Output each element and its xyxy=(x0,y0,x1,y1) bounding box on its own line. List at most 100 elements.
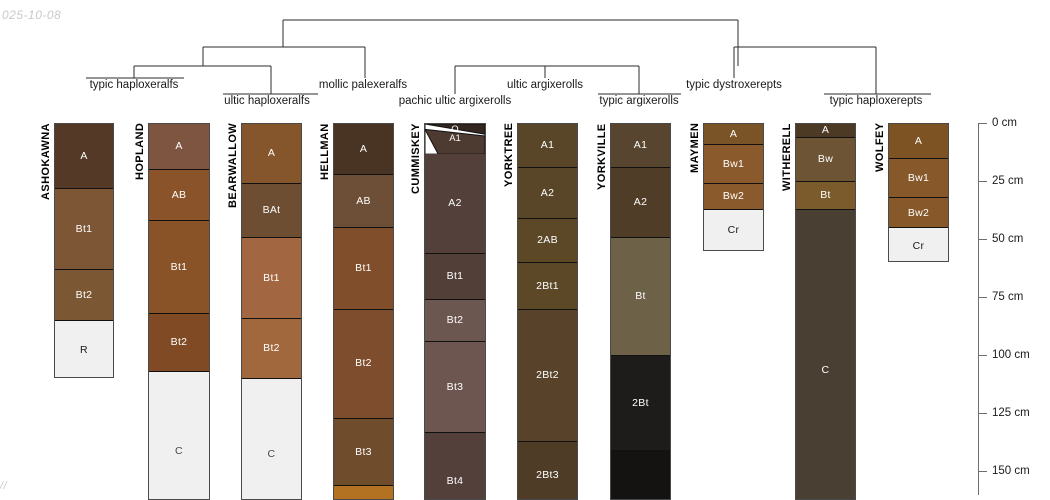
soil-horizon[interactable]: Cr xyxy=(889,228,948,262)
horizon-label: Bt1 xyxy=(75,222,93,235)
profile-name: CUMMISKEY xyxy=(410,123,422,194)
profile-name: YORKTREE xyxy=(503,123,515,188)
depth-tick xyxy=(978,471,987,472)
horizon-label: Bt2 xyxy=(75,288,93,301)
soil-horizon[interactable]: BAt xyxy=(242,184,301,238)
soil-horizon[interactable]: Bt2 xyxy=(242,318,301,380)
soil-horizon[interactable]: A xyxy=(55,124,113,189)
depth-tick xyxy=(978,239,987,240)
soil-horizon[interactable]: 2AB xyxy=(518,219,577,264)
profile-column[interactable]: A2 Bt1 Bt2 Bt3 Bt4 O A1 xyxy=(424,123,486,500)
soil-horizon[interactable]: 2BCt xyxy=(611,451,670,499)
soil-horizon[interactable]: A1 xyxy=(518,124,577,169)
profile-name: YORKVILLE xyxy=(596,123,608,190)
soil-horizon[interactable]: Bt2 xyxy=(149,314,209,373)
soil-horizon[interactable]: A xyxy=(889,124,948,159)
horizon-label: R xyxy=(80,343,88,356)
soil-horizon[interactable]: A xyxy=(149,124,209,171)
horizon-label: A xyxy=(80,149,88,162)
depth-tick-label: 100 cm xyxy=(992,349,1030,361)
soil-horizon[interactable]: A2 xyxy=(611,168,670,238)
depth-tick xyxy=(978,355,987,356)
soil-horizon[interactable]: A xyxy=(242,124,301,185)
soil-horizon[interactable]: Bt3 xyxy=(334,418,393,486)
soil-horizon[interactable]: A1 xyxy=(611,124,670,169)
soil-horizon[interactable]: A2 xyxy=(425,154,485,254)
soil-horizon[interactable]: A2 xyxy=(518,168,577,220)
horizon-label: A xyxy=(821,124,830,137)
soil-horizon[interactable]: Bw2 xyxy=(889,198,948,229)
horizon-label: Bt4 xyxy=(446,474,464,487)
horizon-label: A1 xyxy=(540,139,555,152)
horizon-label: C xyxy=(267,448,276,461)
soil-horizon[interactable]: 2Bt1 xyxy=(518,263,577,310)
dendrogram-lines xyxy=(86,19,931,95)
profile-column[interactable]: A BAt Bt1 Bt2 C xyxy=(241,123,302,500)
soil-horizon[interactable]: Bt2 xyxy=(334,309,393,419)
soil-horizon[interactable]: A xyxy=(334,124,393,176)
horizon-label: Bt1 xyxy=(170,261,188,274)
profile-column[interactable]: A Bw1 Bw2 Cr xyxy=(888,123,949,263)
soil-horizon[interactable]: R xyxy=(55,321,113,378)
soil-horizon[interactable]: C xyxy=(242,379,301,499)
soil-horizon[interactable]: Bt1 xyxy=(55,188,113,271)
soil-horizon[interactable]: Bt2 xyxy=(55,270,113,322)
horizon-label: Bt2 xyxy=(263,342,280,355)
soil-horizon[interactable]: AB xyxy=(334,175,393,229)
soil-horizon[interactable]: Bt1 xyxy=(242,237,301,319)
depth-axis: 0 cm 25 cm 50 cm 75 cm 100 cm 125 cm 150 cm xyxy=(978,112,1050,500)
soil-horizon[interactable]: Bt1 xyxy=(149,221,209,315)
horizon-label: A2 xyxy=(448,197,462,210)
profile-name: HELLMAN xyxy=(319,123,331,180)
horizon-label: A xyxy=(175,140,183,153)
horizon-label: C xyxy=(821,363,830,376)
soil-horizon[interactable]: AB xyxy=(149,170,209,222)
depth-tick-label: 125 cm xyxy=(992,407,1030,419)
depth-tick-label: 50 cm xyxy=(992,233,1024,245)
taxonomy-label: typic dystroxerepts xyxy=(686,79,782,91)
soil-horizon[interactable]: Bt1 xyxy=(334,228,393,310)
horizon-label: C xyxy=(175,444,183,457)
profile-column[interactable]: A AB Bt1 Bt2 Bt3 Bt4 xyxy=(333,123,394,500)
horizon-label: BAt xyxy=(262,204,281,217)
soil-horizon[interactable]: 2Bt2 xyxy=(518,309,577,442)
soil-horizon[interactable]: Bt3 xyxy=(425,342,485,433)
soil-horizon[interactable]: A xyxy=(704,124,763,145)
horizon-label: Bt1 xyxy=(446,270,464,283)
soil-horizon[interactable]: Cr xyxy=(704,209,763,250)
soil-horizon[interactable]: C xyxy=(149,372,209,499)
profile-column[interactable]: A Bt1 Bt2 R xyxy=(54,123,114,379)
soil-horizon[interactable]: C xyxy=(796,209,855,499)
soil-horizon[interactable]: Bt xyxy=(611,237,670,356)
soil-horizon[interactable]: Bw1 xyxy=(704,144,763,185)
soil-horizon[interactable]: A xyxy=(796,124,855,138)
soil-horizon[interactable]: Bt4 xyxy=(425,432,485,499)
horizon-label: Bt3 xyxy=(446,380,464,393)
soil-horizon[interactable]: Bw2 xyxy=(704,184,763,210)
soil-horizon[interactable]: Bw1 xyxy=(889,158,948,199)
profile-column[interactable]: A1 A2 2AB 2Bt1 2Bt2 2Bt3 xyxy=(517,123,578,500)
soil-horizon[interactable]: Bt1 xyxy=(425,253,485,301)
soil-horizon[interactable]: Bt xyxy=(796,182,855,210)
horizon-label: 2AB xyxy=(537,234,558,247)
profile-column[interactable]: A Bw Bt C xyxy=(795,123,856,500)
profile-name: ASHOKAWNA xyxy=(40,123,52,200)
profile-column[interactable]: A Bw1 Bw2 Cr xyxy=(703,123,764,251)
taxonomy-label: typic haploxeralfs xyxy=(89,79,179,91)
soil-horizon[interactable]: 2Bt xyxy=(611,356,670,452)
taxonomy-label: typic argixerolls xyxy=(599,95,679,107)
soil-horizon[interactable]: Bw xyxy=(796,137,855,182)
horizon-label: A2 xyxy=(633,196,648,209)
soil-horizon[interactable]: 2Bt3 xyxy=(518,441,577,499)
soil-horizon[interactable]: Bt2 xyxy=(425,300,485,343)
depth-tick-label: 0 cm xyxy=(992,117,1017,129)
profile-column[interactable]: A1 A2 Bt 2Bt 2BCt xyxy=(610,123,671,500)
profile-column[interactable]: A AB Bt1 Bt2 C xyxy=(148,123,210,500)
depth-tick xyxy=(978,181,987,182)
horizon-label: Bw1 xyxy=(722,157,745,170)
depth-tick-label: 150 cm xyxy=(992,465,1030,477)
soil-horizon[interactable]: Bt4 xyxy=(334,485,393,499)
taxonomy-label: ultic argixerolls xyxy=(506,79,584,91)
horizon-label: Cr xyxy=(727,224,740,237)
